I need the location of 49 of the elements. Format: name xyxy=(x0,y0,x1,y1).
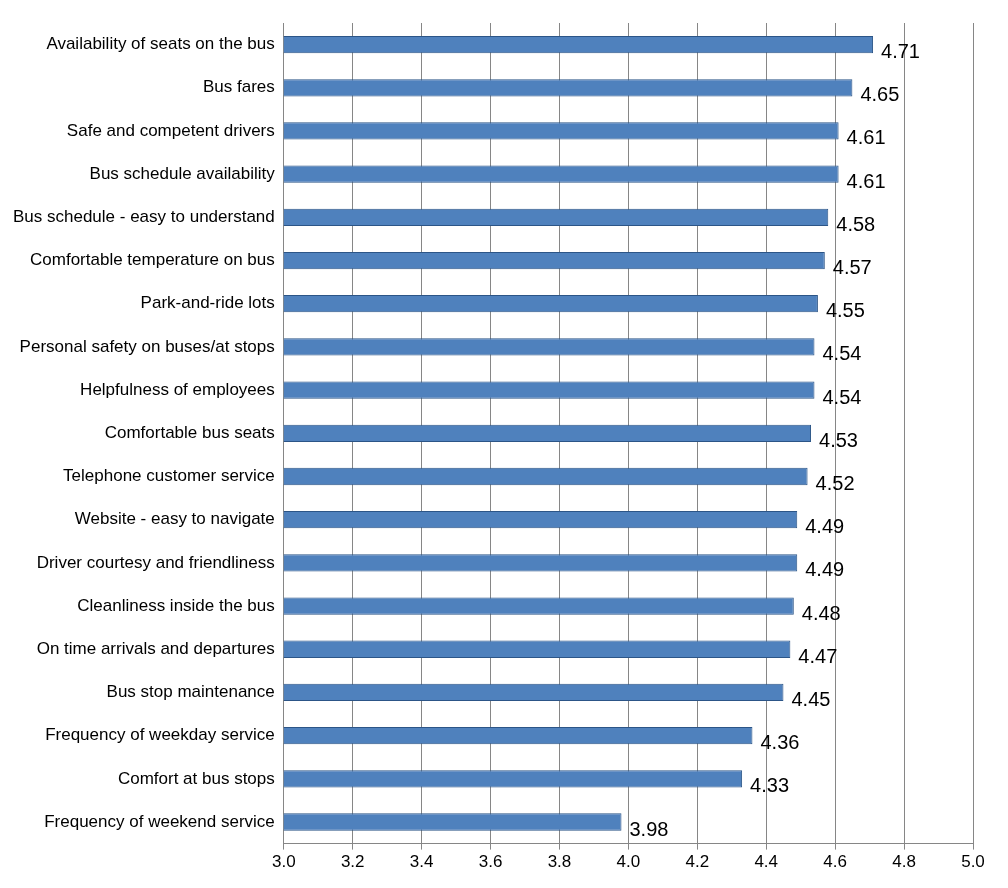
y-tick-label: Driver courtesy and friendliness xyxy=(36,552,275,572)
data-label: 4.48 xyxy=(801,601,841,624)
data-label: 4.54 xyxy=(822,342,862,365)
y-tick-label: Bus fares xyxy=(202,77,275,97)
y-tick-label: Telephone customer service xyxy=(63,466,275,486)
x-tick-label: 3.2 xyxy=(340,852,365,872)
y-tick-label: Comfort at bus stops xyxy=(117,768,275,788)
y-tick-label: Website - easy to navigate xyxy=(74,509,275,529)
x-tick-label: 5.0 xyxy=(961,852,985,872)
x-tick-label: 4.2 xyxy=(685,852,710,872)
x-tick-label: 4.8 xyxy=(892,852,916,872)
y-tick-label: Availability of seats on the bus xyxy=(46,34,275,54)
data-label: 4.65 xyxy=(860,83,900,106)
data-label: 4.61 xyxy=(846,169,886,192)
y-tick-label: Personal safety on buses/at stops xyxy=(19,336,275,356)
x-tick-label: 3.0 xyxy=(271,852,296,872)
data-label: 4.52 xyxy=(815,472,855,495)
y-tick-label: Safe and competent drivers xyxy=(66,120,275,140)
y-tick-label: Park-and-ride lots xyxy=(140,293,275,313)
x-tick-label: 3.6 xyxy=(478,852,503,872)
x-tick-label: 3.8 xyxy=(547,852,572,872)
x-tick-label: 3.4 xyxy=(409,852,434,872)
data-label: 4.36 xyxy=(760,731,800,754)
y-tick-label: Frequency of weekday service xyxy=(45,725,275,745)
data-label: 4.54 xyxy=(822,385,862,408)
data-label: 4.53 xyxy=(819,428,858,451)
x-tick-label: 4.6 xyxy=(823,852,847,872)
y-tick-label: Comfortable bus seats xyxy=(104,422,275,442)
data-label: 3.98 xyxy=(629,817,669,840)
data-label: 4.57 xyxy=(832,256,872,279)
data-label: 4.61 xyxy=(846,126,886,149)
y-tick-label: Bus schedule - easy to understand xyxy=(12,207,275,227)
data-label: 4.49 xyxy=(805,515,845,538)
x-tick-label: 4.0 xyxy=(616,852,641,872)
y-tick-label: Comfortable temperature on bus xyxy=(30,250,275,270)
data-label: 4.47 xyxy=(798,644,838,667)
y-tick-label: Helpfulness of employees xyxy=(80,379,275,399)
y-tick-label: Bus stop maintenance xyxy=(106,682,275,702)
data-label: 4.58 xyxy=(836,212,876,235)
data-label: 4.45 xyxy=(791,687,831,710)
data-label: 4.49 xyxy=(805,558,845,581)
data-label: 4.71 xyxy=(881,40,920,63)
data-label: 4.33 xyxy=(750,774,790,797)
data-label: 4.55 xyxy=(825,299,865,322)
y-tick-label: Cleanliness inside the bus xyxy=(77,595,275,615)
x-tick-label: 4.4 xyxy=(754,852,779,872)
y-tick-label: On time arrivals and departures xyxy=(36,638,275,658)
y-tick-label: Frequency of weekend service xyxy=(44,811,275,831)
y-tick-label: Bus schedule availability xyxy=(89,163,276,183)
